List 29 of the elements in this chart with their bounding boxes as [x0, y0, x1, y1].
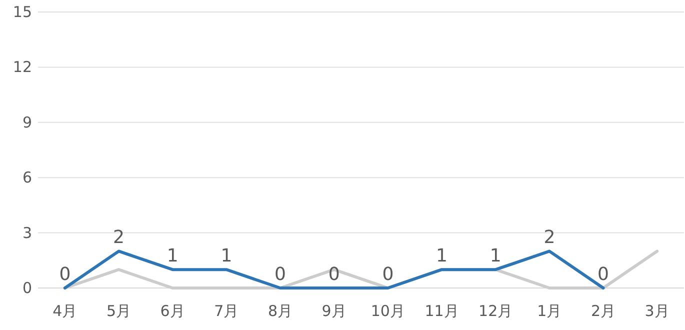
x-tick-label: 10月 [370, 302, 405, 320]
data-label: 0 [382, 264, 394, 285]
x-tick-label: 9月 [322, 302, 346, 320]
y-tick-label: 9 [22, 113, 32, 132]
y-tick-label: 15 [12, 3, 32, 21]
x-tick-label: 8月 [268, 302, 293, 320]
y-tick-label: 0 [22, 279, 32, 297]
x-tick-label: 2月 [590, 302, 616, 320]
data-label: 0 [274, 264, 286, 285]
data-label: 1 [436, 246, 448, 267]
y-tick-label: 12 [12, 58, 32, 76]
data-label: 0 [59, 264, 71, 285]
data-label: 0 [598, 264, 609, 285]
data-label: 1 [166, 246, 178, 267]
x-tick-label: 6月 [160, 302, 185, 320]
y-tick-label: 6 [22, 168, 32, 187]
data-label: 1 [220, 246, 232, 267]
data-label: 2 [544, 227, 556, 248]
x-tick-label: 4月 [52, 302, 78, 320]
y-tick-label: 3 [22, 224, 32, 242]
data-label: 0 [328, 264, 340, 285]
data-label: 1 [490, 246, 502, 267]
x-tick-label: 7月 [214, 302, 239, 320]
x-tick-label: 11月 [424, 302, 459, 320]
x-tick-label: 3月 [644, 302, 670, 320]
x-tick-label: 5月 [106, 302, 132, 320]
data-label: 2 [113, 227, 124, 248]
x-tick-label: 12月 [478, 302, 513, 320]
x-tick-label: 1月 [537, 302, 562, 320]
